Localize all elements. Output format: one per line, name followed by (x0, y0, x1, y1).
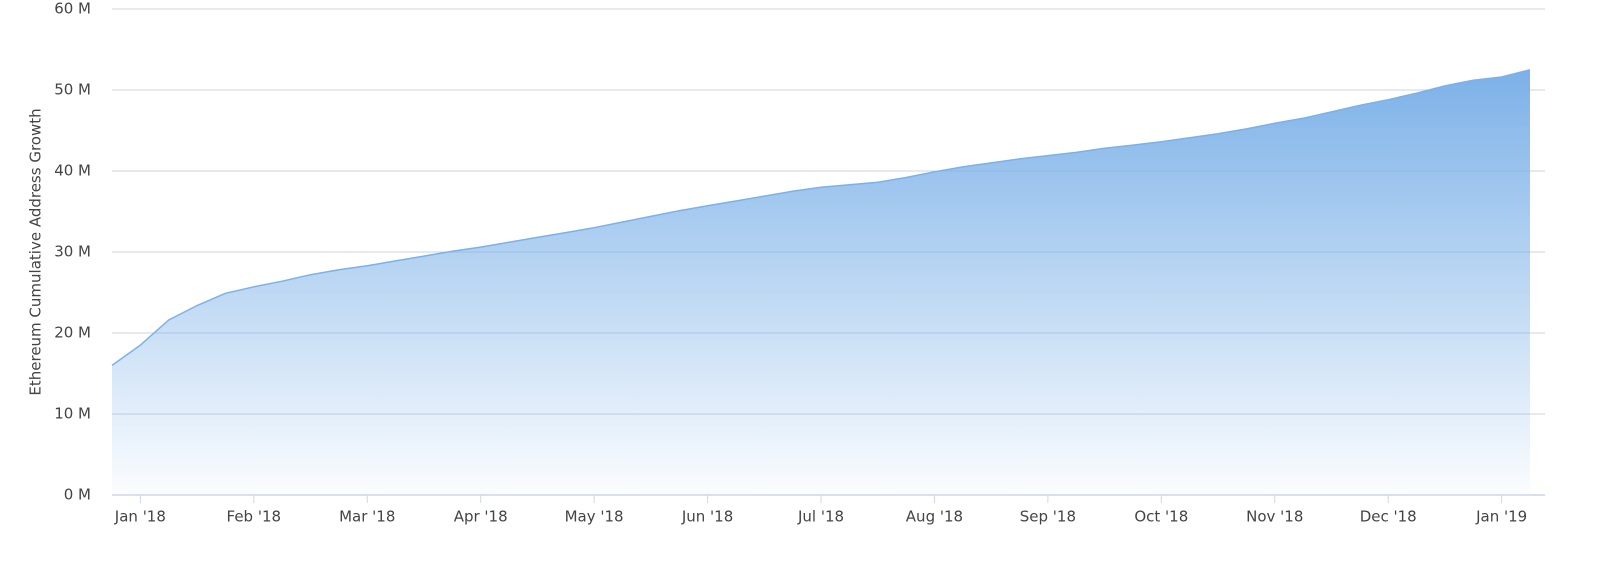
x-tick-label: Sep '18 (1020, 508, 1076, 526)
y-tick-label: 60 M (54, 0, 91, 18)
area (112, 69, 1530, 496)
x-tick-label: Mar '18 (339, 508, 395, 526)
y-tick-label: 20 M (54, 324, 91, 342)
x-tick-label: Apr '18 (454, 508, 508, 526)
y-tick-label: 0 M (64, 486, 91, 504)
line (111, 69, 1531, 367)
y-axis-label: Ethereum Cumulative Address Growth (27, 108, 45, 395)
x-tick-label: Oct '18 (1134, 508, 1188, 526)
y-tick-label: 50 M (54, 81, 91, 99)
y-tick-label: 10 M (54, 405, 91, 423)
x-tick-label: Aug '18 (906, 508, 963, 526)
x-tick-label: Jul '18 (797, 508, 844, 526)
x-tick-label: Feb '18 (227, 508, 282, 526)
x-tick-label: Jun '18 (681, 508, 733, 526)
x-tick-label: Jan '19 (1475, 508, 1527, 526)
x-tick-label: Jan '18 (114, 508, 166, 526)
y-tick-label: 40 M (54, 162, 91, 180)
x-tick-label: Nov '18 (1246, 508, 1303, 526)
y-tick-label: 30 M (54, 243, 91, 261)
x-tick-label: May '18 (565, 508, 624, 526)
x-tick-label: Dec '18 (1360, 508, 1417, 526)
